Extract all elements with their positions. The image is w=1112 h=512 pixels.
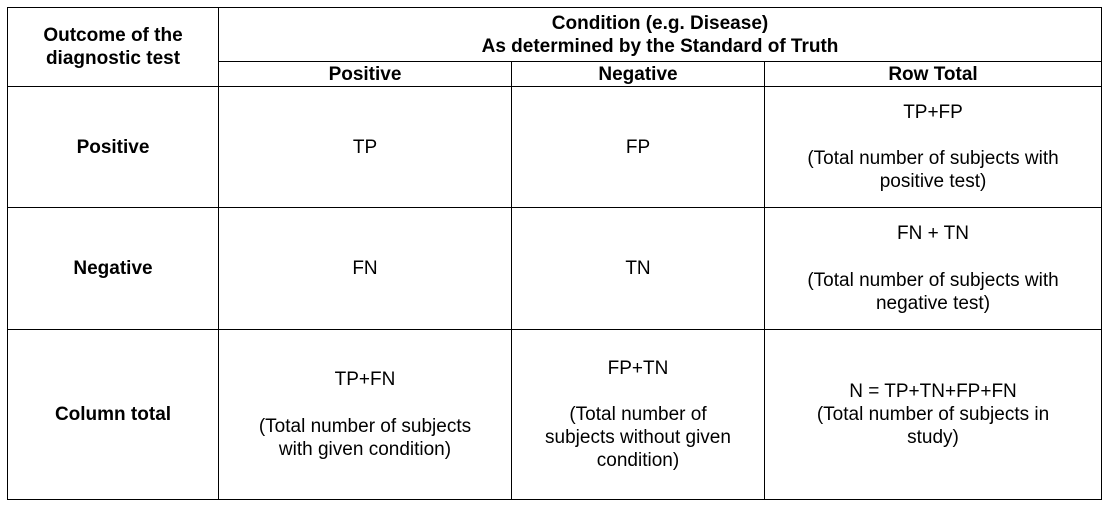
column-header-row-total: Row Total bbox=[763, 61, 1103, 87]
cell-row-total-positive: TP+FP (Total number of subjects with pos… bbox=[763, 86, 1103, 208]
grand-total-formula: N = TP+TN+FP+FN bbox=[849, 381, 1017, 402]
table-row-negative: Negative FN TN FN + TN (Total number of … bbox=[7, 207, 1103, 330]
column-total-negative-formula: FP+TN bbox=[607, 358, 669, 379]
corner-header-line1: Outcome of the bbox=[43, 25, 183, 46]
row-label-negative: Negative bbox=[7, 207, 219, 330]
column-header-positive: Positive bbox=[218, 61, 512, 87]
row-total-positive-formula: TP+FP bbox=[903, 102, 963, 123]
cell-fp: FP bbox=[511, 86, 765, 208]
column-total-positive-formula: TP+FN bbox=[334, 369, 396, 390]
grand-total-note-line1: (Total number of subjects in bbox=[816, 404, 1050, 425]
row-total-negative-note-line2: negative test) bbox=[875, 293, 991, 314]
condition-header-cell: Condition (e.g. Disease) As determined b… bbox=[217, 7, 1103, 62]
row-total-positive-note-line2: positive test) bbox=[879, 171, 987, 192]
column-total-positive-note-line1: (Total number of subjects bbox=[258, 416, 472, 437]
column-header-negative: Negative bbox=[511, 61, 765, 87]
column-total-negative-note-line3: condition) bbox=[596, 450, 680, 471]
corner-header-cell: Outcome of the diagnostic test bbox=[7, 7, 219, 87]
row-total-negative-note-line1: (Total number of subjects with bbox=[807, 270, 1059, 291]
cell-grand-total: N = TP+TN+FP+FN (Total number of subject… bbox=[763, 329, 1103, 500]
condition-header-line1: Condition (e.g. Disease) bbox=[551, 12, 769, 34]
row-label-positive: Positive bbox=[7, 86, 219, 208]
cell-column-total-negative: FP+TN (Total number of subjects without … bbox=[511, 329, 765, 500]
condition-header-line2: As determined by the Standard of Truth bbox=[481, 35, 839, 57]
corner-header-line2: diagnostic test bbox=[45, 48, 181, 69]
row-total-positive-note-line1: (Total number of subjects with bbox=[807, 148, 1059, 169]
cell-tp: TP bbox=[218, 86, 512, 208]
cell-column-total-positive: TP+FN (Total number of subjects with giv… bbox=[218, 329, 512, 500]
table-row-positive: Positive TP FP TP+FP (Total number of su… bbox=[7, 86, 1103, 208]
row-total-negative-formula: FN + TN bbox=[897, 223, 969, 244]
cell-fn: FN bbox=[218, 207, 512, 330]
row-label-column-total: Column total bbox=[7, 329, 219, 500]
table-row-column-total: Column total TP+FN (Total number of subj… bbox=[7, 329, 1103, 500]
column-total-negative-note-line2: subjects without given bbox=[545, 427, 731, 448]
grand-total-note-line2: study) bbox=[907, 427, 959, 448]
column-total-positive-note-line2: with given condition) bbox=[278, 439, 452, 460]
cell-row-total-negative: FN + TN (Total number of subjects with n… bbox=[763, 207, 1103, 330]
cell-tn: TN bbox=[511, 207, 765, 330]
column-total-negative-note-line1: (Total number of bbox=[569, 404, 707, 425]
contingency-table: Outcome of the diagnostic test Condition… bbox=[7, 7, 1103, 500]
